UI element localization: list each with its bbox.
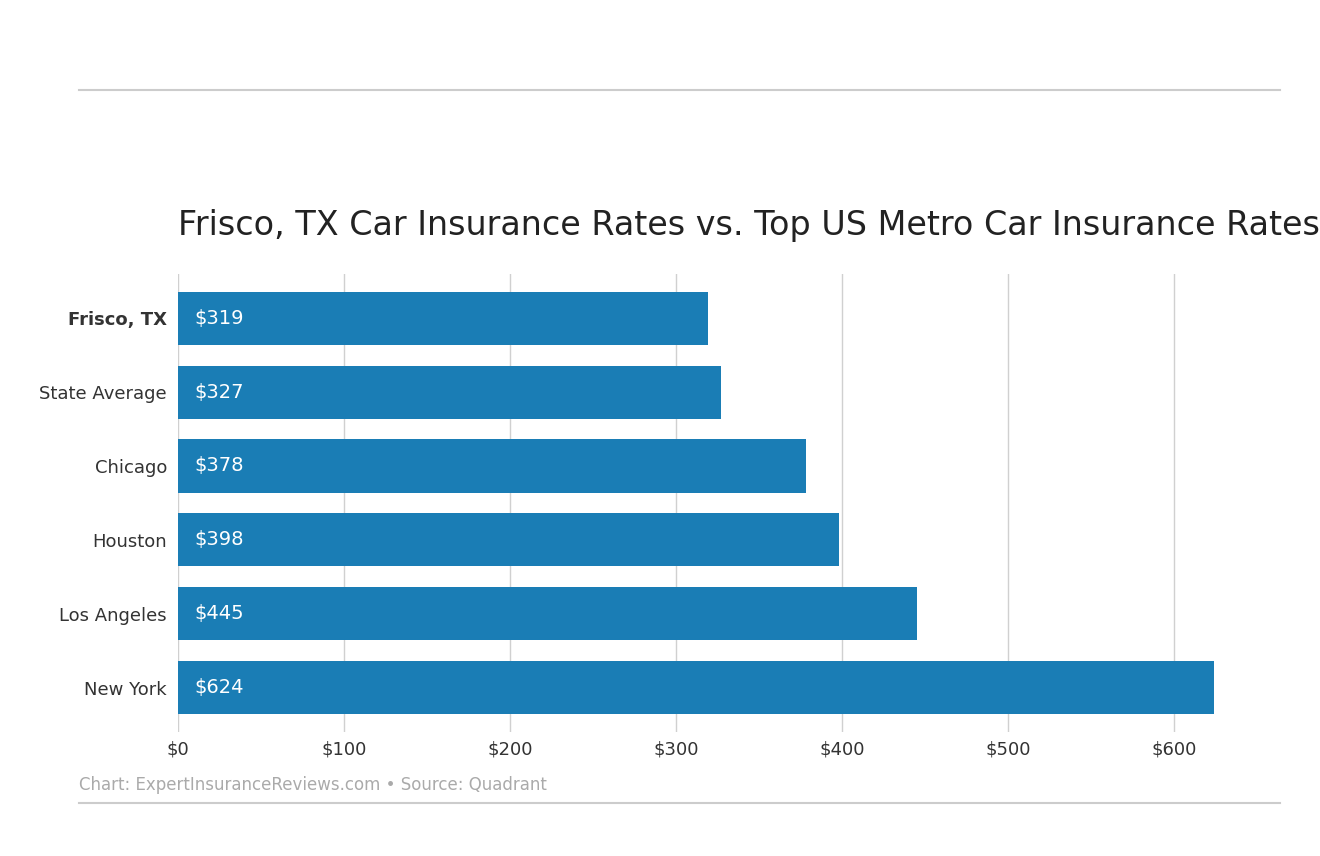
Text: $327: $327 [195, 383, 244, 401]
Bar [178, 661, 1214, 714]
Text: $398: $398 [195, 531, 244, 550]
Bar [178, 439, 805, 492]
Text: $378: $378 [195, 456, 244, 475]
Text: $319: $319 [195, 309, 244, 328]
Text: Frisco, TX Car Insurance Rates vs. Top US Metro Car Insurance Rates: Frisco, TX Car Insurance Rates vs. Top U… [178, 209, 1320, 242]
Text: $624: $624 [195, 678, 244, 697]
Bar [178, 292, 708, 345]
Text: $445: $445 [195, 604, 244, 623]
Text: Chart: ExpertInsuranceReviews.com • Source: Quadrant: Chart: ExpertInsuranceReviews.com • Sour… [79, 776, 546, 794]
Bar [178, 587, 917, 640]
Bar [178, 366, 721, 419]
Bar [178, 514, 840, 567]
